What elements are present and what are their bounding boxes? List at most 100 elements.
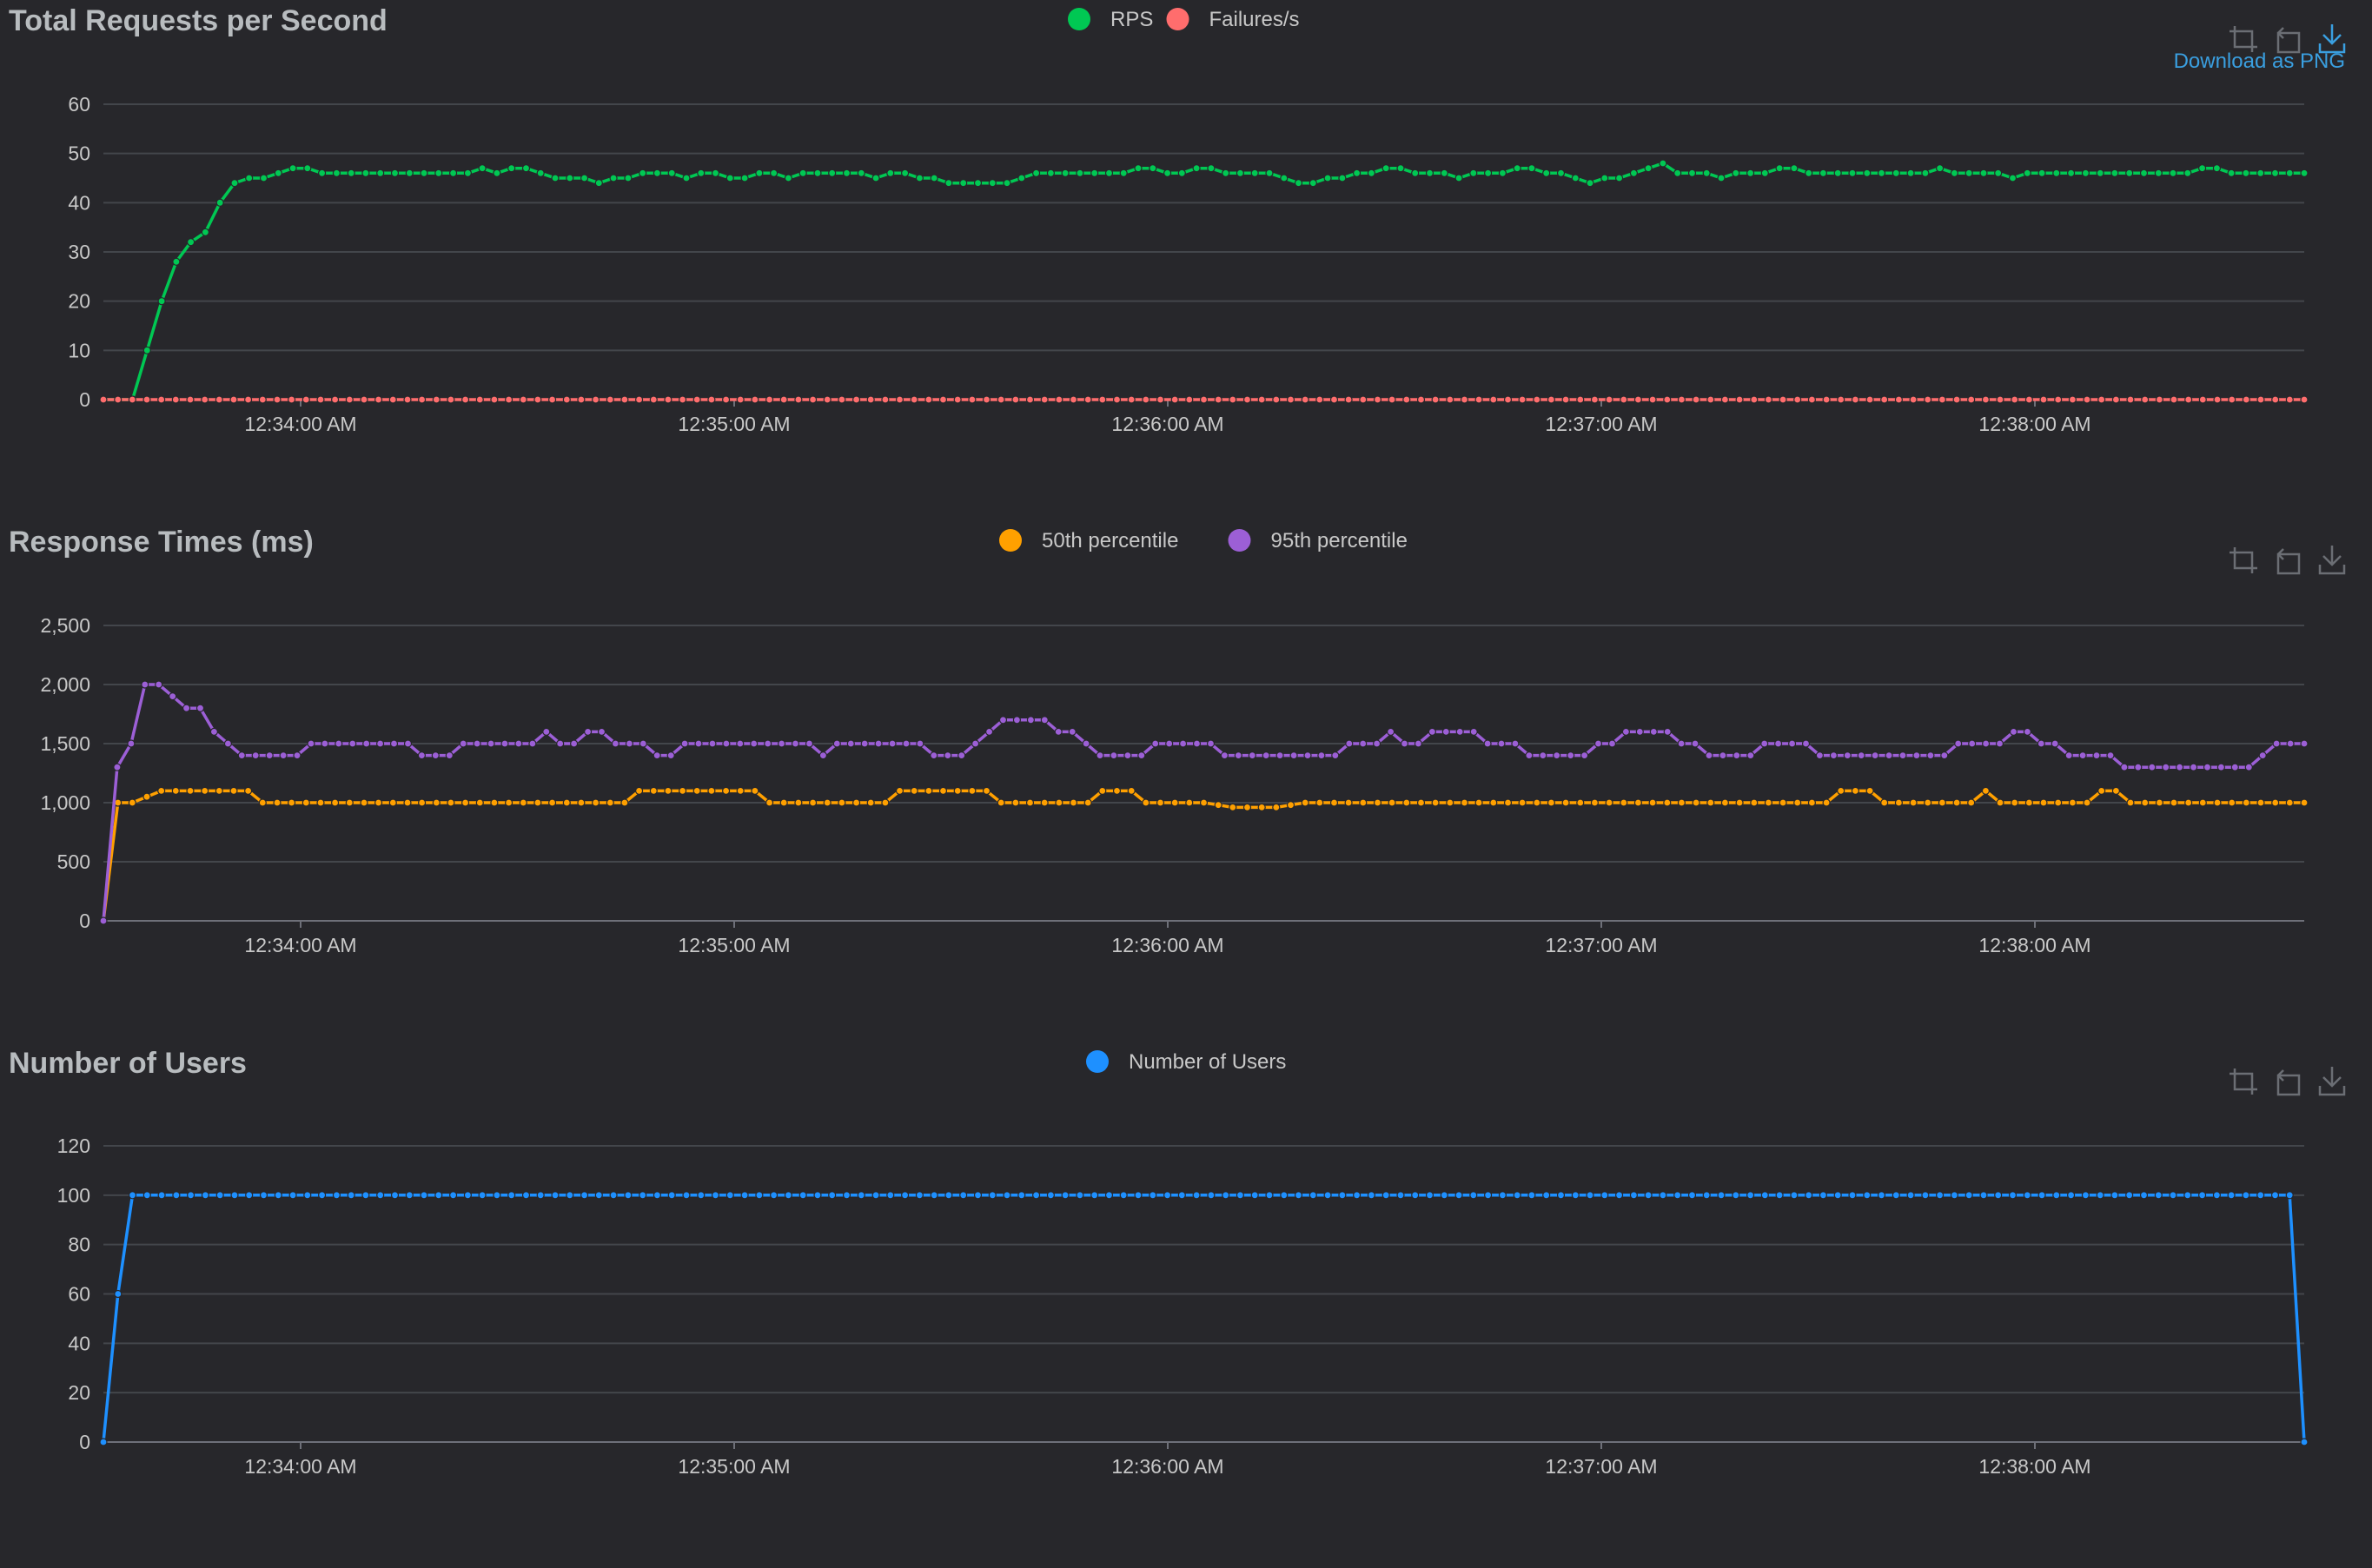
data-point[interactable] (2242, 395, 2250, 404)
data-point[interactable] (1894, 395, 1903, 404)
data-point[interactable] (1692, 395, 1700, 404)
data-point[interactable] (694, 739, 703, 748)
restore-icon[interactable] (2276, 548, 2301, 575)
data-point[interactable] (1229, 803, 1237, 812)
data-point[interactable] (113, 763, 122, 771)
data-point[interactable] (1303, 751, 1312, 760)
data-point[interactable] (1877, 1191, 1886, 1200)
data-point[interactable] (682, 174, 691, 182)
data-point[interactable] (1793, 395, 1802, 404)
data-point[interactable] (403, 798, 412, 807)
data-point[interactable] (1760, 1191, 1769, 1200)
data-point[interactable] (1877, 169, 1886, 177)
data-point[interactable] (838, 395, 846, 404)
data-point[interactable] (1982, 739, 1991, 748)
data-point[interactable] (1309, 179, 1317, 188)
legend-item-number-of-users[interactable]: Number of Users (1086, 1050, 1286, 1074)
data-point[interactable] (2190, 763, 2198, 771)
data-point[interactable] (1593, 739, 1603, 748)
data-point[interactable] (1497, 739, 1506, 748)
data-point[interactable] (1396, 1191, 1405, 1200)
data-point[interactable] (1329, 798, 1339, 807)
data-point[interactable] (1234, 751, 1242, 760)
data-point[interactable] (2242, 798, 2250, 807)
data-point[interactable] (2023, 1191, 2031, 1200)
data-point[interactable] (1576, 395, 1585, 404)
data-point[interactable] (1605, 395, 1613, 404)
data-point[interactable] (2054, 395, 2063, 404)
data-point[interactable] (169, 691, 177, 701)
data-point[interactable] (128, 798, 136, 807)
data-point[interactable] (736, 786, 745, 796)
data-point[interactable] (653, 751, 661, 760)
data-point[interactable] (666, 751, 675, 760)
data-point[interactable] (1746, 751, 1755, 760)
data-point[interactable] (157, 395, 166, 404)
data-point[interactable] (1151, 739, 1160, 748)
data-point[interactable] (1425, 1191, 1434, 1200)
data-point[interactable] (1979, 1191, 1988, 1200)
data-point[interactable] (490, 798, 499, 807)
data-point[interactable] (842, 1191, 851, 1200)
data-point[interactable] (1469, 1191, 1478, 1200)
data-point[interactable] (1177, 1191, 1186, 1200)
data-point[interactable] (2011, 395, 2019, 404)
data-point[interactable] (348, 739, 357, 748)
data-point[interactable] (405, 1191, 414, 1200)
data-point[interactable] (318, 169, 327, 177)
data-point[interactable] (1706, 395, 1715, 404)
data-point[interactable] (1416, 395, 1426, 404)
data-point[interactable] (1952, 798, 1961, 807)
data-point[interactable] (1119, 169, 1128, 177)
data-point[interactable] (794, 395, 803, 404)
data-point[interactable] (1547, 395, 1556, 404)
data-point[interactable] (463, 1191, 473, 1200)
data-point[interactable] (448, 1191, 458, 1200)
data-point[interactable] (1076, 169, 1084, 177)
data-point[interactable] (215, 198, 224, 207)
data-point[interactable] (798, 1191, 807, 1200)
data-point[interactable] (301, 395, 310, 404)
data-point[interactable] (968, 395, 977, 404)
data-point[interactable] (832, 739, 841, 748)
data-point[interactable] (1372, 739, 1381, 748)
data-point[interactable] (2184, 798, 2193, 807)
data-point[interactable] (2097, 395, 2106, 404)
data-point[interactable] (765, 798, 774, 807)
data-point[interactable] (128, 1191, 137, 1200)
data-point[interactable] (114, 1289, 123, 1299)
data-point[interactable] (1061, 169, 1070, 177)
data-point[interactable] (1692, 798, 1700, 807)
data-point[interactable] (1068, 727, 1077, 737)
data-point[interactable] (711, 169, 720, 177)
data-point[interactable] (2081, 169, 2090, 177)
data-point[interactable] (2169, 1191, 2177, 1200)
data-point[interactable] (237, 751, 246, 760)
data-point[interactable] (2198, 164, 2207, 173)
data-point[interactable] (1359, 739, 1368, 748)
zoom-icon[interactable] (2230, 1068, 2257, 1095)
data-point[interactable] (1857, 751, 1865, 760)
data-point[interactable] (1192, 1191, 1201, 1200)
data-point[interactable] (680, 739, 689, 748)
data-point[interactable] (1586, 1191, 1594, 1200)
data-point[interactable] (594, 1191, 603, 1200)
data-point[interactable] (1663, 395, 1672, 404)
data-point[interactable] (1440, 169, 1448, 177)
data-point[interactable] (1663, 798, 1672, 807)
data-point[interactable] (1483, 739, 1492, 748)
data-point[interactable] (1286, 395, 1295, 404)
data-point[interactable] (1503, 798, 1513, 807)
data-point[interactable] (229, 395, 238, 404)
data-point[interactable] (1149, 164, 1157, 173)
data-point[interactable] (805, 739, 814, 748)
data-point[interactable] (2212, 164, 2221, 173)
data-point[interactable] (1533, 395, 1541, 404)
data-point[interactable] (2270, 169, 2280, 177)
data-point[interactable] (2228, 395, 2236, 404)
data-point[interactable] (1938, 395, 1946, 404)
data-point[interactable] (667, 1191, 676, 1200)
data-point[interactable] (390, 169, 400, 177)
data-point[interactable] (1996, 798, 2004, 807)
data-point[interactable] (1323, 174, 1332, 182)
